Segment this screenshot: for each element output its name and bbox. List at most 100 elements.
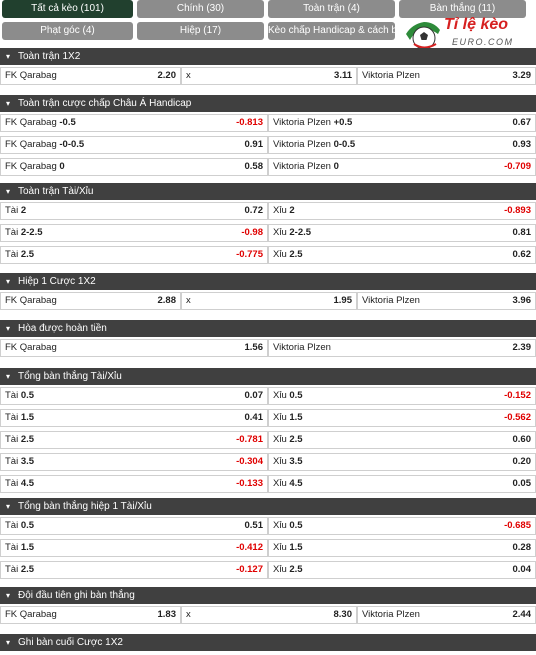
odds-cell[interactable]: Xỉu 1.5 -0.562 [268,409,536,427]
handicap-line: 0.5 [20,390,35,401]
section-header[interactable]: ▾ Ghi bàn cuối Cược 1X2 [0,634,536,651]
odds-value: 0.41 [244,412,264,423]
odds-cell[interactable]: Xỉu 2 -0.893 [268,202,536,220]
handicap-line: 4.5 [20,478,35,489]
odds-cell[interactable]: Tài 2.5 -0.775 [0,246,268,264]
section-header[interactable]: ▾ Hiệp 1 Cược 1X2 [0,273,536,290]
odds-cell[interactable]: Viktoria Plzen 0 -0.709 [268,158,536,176]
tab-full-match[interactable]: Toàn trận (4) [268,0,395,18]
handicap-line: +0.5 [333,117,353,128]
collapse-caret-icon: ▾ [6,324,11,333]
odds-cell[interactable]: Tài 2 0.72 [0,202,268,220]
odds-cell[interactable]: FK Qarabag 1.56 [0,339,268,357]
odds-cell[interactable]: Viktoria Plzen 2.39 [268,339,536,357]
section-header[interactable]: ▾ Toàn trận 1X2 [0,48,536,65]
odds-cell[interactable]: Tài 3.5 -0.304 [0,453,268,471]
odds-cell[interactable]: Viktoria Plzen 3.29 [357,67,536,85]
odds-cell[interactable]: Xỉu 1.5 0.28 [268,539,536,557]
section-title: Đội đầu tiên ghi bàn thắng [18,590,135,601]
odds-value: -0.304 [236,456,263,467]
odds-cell[interactable]: Tài 0.5 0.51 [0,517,268,535]
odds-cell[interactable]: Xỉu 2.5 0.60 [268,431,536,449]
selection-label: FK Qarabag -0.5 [5,115,76,131]
odds-value: 2.20 [157,70,177,81]
odds-cell[interactable]: Tài 4.5 -0.133 [0,475,268,493]
tab-handicap[interactable]: Kèo chấp Handicap & cách biệt (3) [268,22,395,40]
odds-cell[interactable]: FK Qarabag -0.5 -0.813 [0,114,268,132]
odds-cell[interactable]: Xỉu 0.5 -0.152 [268,387,536,405]
site-logo[interactable]: Tỉ lệ kèo EURO.COM [404,14,532,52]
odds-cell[interactable]: Viktoria Plzen +0.5 0.67 [268,114,536,132]
selection-label: x [186,68,191,84]
tab-goals[interactable]: Bàn thắng (11) [399,0,526,18]
odds-cell[interactable]: Xỉu 4.5 0.05 [268,475,536,493]
collapse-caret-icon: ▾ [6,187,11,196]
odds-cell[interactable]: Tài 2-2.5 -0.98 [0,224,268,242]
odds-cell[interactable]: Tài 1.5 0.41 [0,409,268,427]
tab-halves[interactable]: Hiệp (17) [137,22,264,40]
odds-cell[interactable]: FK Qarabag 2.88 [0,292,181,310]
handicap-line: 1.5 [20,412,35,423]
odds-cell[interactable]: Tài 1.5 -0.412 [0,539,268,557]
section-title: Tổng bàn thắng hiệp 1 Tài/Xỉu [18,501,152,512]
section-title: Tổng bàn thắng Tài/Xỉu [18,371,122,382]
odds-cell[interactable]: Viktoria Plzen 0-0.5 0.93 [268,136,536,154]
odds-value: 0.91 [244,139,264,150]
selection-name: Tài [5,564,19,575]
odds-cell[interactable]: Tài 0.5 0.07 [0,387,268,405]
handicap-line: 0.5 [289,520,303,531]
section-header[interactable]: ▾ Tổng bàn thắng Tài/Xỉu [0,368,536,385]
selection-name: Viktoria Plzen [362,609,420,620]
odds-cell[interactable]: FK Qarabag -0-0.5 0.91 [0,136,268,154]
odds-row: Tài 4.5 -0.133 Xỉu 4.5 0.05 [0,475,536,493]
odds-cell[interactable]: Viktoria Plzen 2.44 [357,606,536,624]
odds-cell[interactable]: Xỉu 2.5 0.04 [268,561,536,579]
selection-label: x [186,607,191,623]
selection-label: FK Qarabag [5,68,57,84]
odds-cell[interactable]: Tài 2.5 -0.781 [0,431,268,449]
selection-name: Tài [5,542,19,553]
selection-name: Xỉu [273,478,287,489]
odds-cell[interactable]: FK Qarabag 1.83 [0,606,181,624]
section-header[interactable]: ▾ Tổng bàn thắng hiệp 1 Tài/Xỉu [0,498,536,515]
odds-cell[interactable]: FK Qarabag 2.20 [0,67,181,85]
section-header[interactable]: ▾ Toàn trận cược chấp Châu Á Handicap [0,95,536,112]
odds-cell[interactable]: Xỉu 2.5 0.62 [268,246,536,264]
odds-cell[interactable]: Viktoria Plzen 3.96 [357,292,536,310]
section-header[interactable]: ▾ Toàn trận Tài/Xỉu [0,183,536,200]
odds-cell[interactable]: Xỉu 2-2.5 0.81 [268,224,536,242]
odds-cell[interactable]: FK Qarabag 0 0.58 [0,158,268,176]
section-header[interactable]: ▾ Đội đầu tiên ghi bàn thắng [0,587,536,604]
selection-name: Tài [5,478,19,489]
odds-row: Tài 3.5 -0.304 Xỉu 3.5 0.20 [0,453,536,471]
handicap-line: 2-2.5 [20,227,43,238]
selection-name: FK Qarabag [5,342,57,353]
odds-cell[interactable]: x 3.11 [181,67,357,85]
handicap-line: 2 [289,205,295,216]
selection-name: Xỉu [273,390,287,401]
collapse-caret-icon: ▾ [6,502,11,511]
odds-value: 3.11 [334,70,352,81]
odds-row: FK Qarabag 1.56 Viktoria Plzen 2.39 [0,339,536,357]
selection-label: Tài 2.5 [5,247,34,263]
selection-label: Xỉu 1.5 [273,540,303,556]
tab-main[interactable]: Chính (30) [137,0,264,18]
soccer-ball-icon [406,22,440,50]
section-header[interactable]: ▾ Hòa được hoàn tiền [0,320,536,337]
handicap-line: 0 [59,161,65,172]
tab-corners[interactable]: Phạt góc (4) [2,22,133,40]
market-tabs: Tất cả kèo (101) Chính (30) Toàn trận (4… [0,0,526,44]
odds-cell[interactable]: x 1.95 [181,292,357,310]
handicap-line: 2.5 [20,249,35,260]
odds-cell[interactable]: x 8.30 [181,606,357,624]
selection-name: FK Qarabag [5,117,57,128]
odds-cell[interactable]: Xỉu 0.5 -0.685 [268,517,536,535]
odds-cell[interactable]: Xỉu 3.5 0.20 [268,453,536,471]
selection-label: Xỉu 2-2.5 [273,225,311,241]
section-title: Toàn trận Tài/Xỉu [18,186,94,197]
selection-name: FK Qarabag [5,295,57,306]
tab-all-markets[interactable]: Tất cả kèo (101) [2,0,133,18]
selection-name: x [186,295,191,306]
odds-cell[interactable]: Tài 2.5 -0.127 [0,561,268,579]
handicap-line: 2.5 [289,564,303,575]
